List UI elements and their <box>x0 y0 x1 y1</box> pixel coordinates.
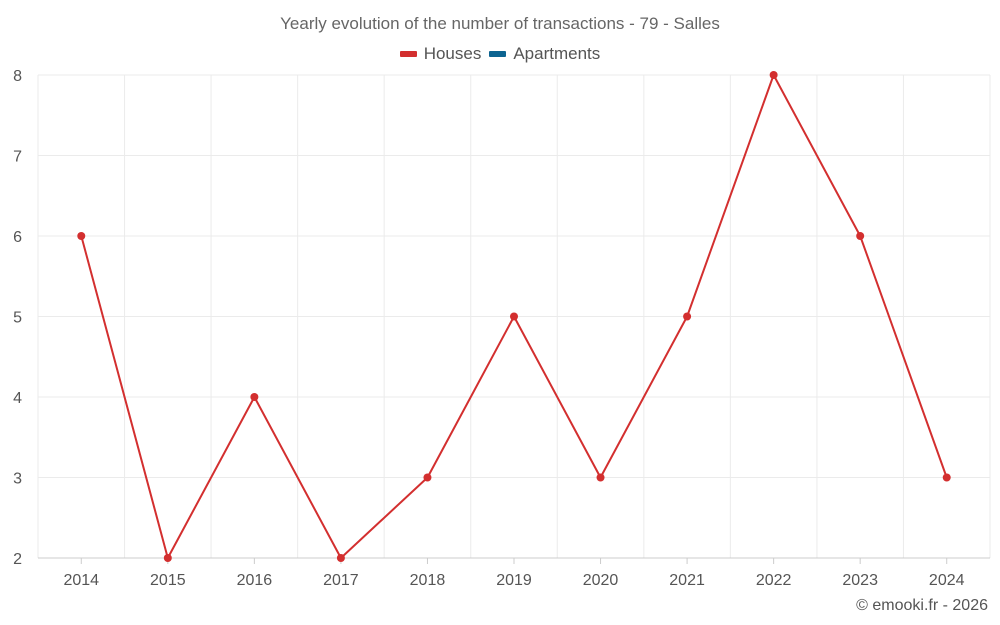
y-tick-label: 6 <box>13 229 22 246</box>
copyright-credit: © emooki.fr - 2026 <box>856 597 988 614</box>
x-tick-label: 2014 <box>63 572 99 589</box>
legend-label-apartments: Apartments <box>513 44 601 63</box>
data-point-houses <box>163 554 172 562</box>
x-tick-label: 2020 <box>583 572 619 589</box>
x-tick-label: 2018 <box>410 572 446 589</box>
data-point-houses <box>683 312 692 321</box>
x-tick-label: 2021 <box>669 572 705 589</box>
y-tick-label: 7 <box>13 149 22 166</box>
x-tick-label: 2016 <box>237 572 273 589</box>
data-point-houses <box>942 473 951 482</box>
data-point-houses <box>423 473 432 482</box>
x-tick-label: 2023 <box>842 572 878 589</box>
legend-label-houses: Houses <box>423 44 482 63</box>
data-point-houses <box>336 554 345 562</box>
legend-swatch-houses <box>399 51 417 57</box>
y-tick-label: 4 <box>13 390 22 407</box>
legend-swatch-apartments <box>489 51 507 57</box>
data-point-houses <box>856 232 865 240</box>
y-tick-label: 8 <box>13 68 22 85</box>
y-tick-label: 3 <box>13 471 22 488</box>
x-tick-label: 2019 <box>496 572 532 589</box>
data-point-houses <box>596 473 605 482</box>
data-point-houses <box>769 71 778 79</box>
y-tick-label: 5 <box>13 310 22 327</box>
legend-item-apartments[interactable]: Apartments <box>489 44 600 64</box>
chart-title: Yearly evolution of the number of transa… <box>280 14 720 33</box>
x-tick-label: 2024 <box>929 572 965 589</box>
data-point-houses <box>510 312 518 321</box>
legend-item-houses[interactable]: Houses <box>399 44 482 64</box>
x-tick-label: 2015 <box>150 572 186 589</box>
x-tick-label: 2017 <box>323 572 359 589</box>
x-tick-label: 2022 <box>756 572 792 589</box>
chart-legend: Houses Apartments <box>0 44 1000 64</box>
data-point-houses <box>250 393 259 401</box>
data-point-houses <box>77 232 86 240</box>
y-tick-label: 2 <box>13 551 22 568</box>
